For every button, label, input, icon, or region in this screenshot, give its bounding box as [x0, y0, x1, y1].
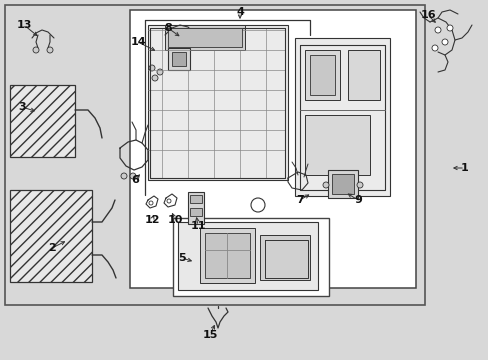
Circle shape [130, 173, 136, 179]
Text: 14: 14 [130, 37, 145, 47]
Text: 1: 1 [460, 163, 468, 173]
Bar [172, 52, 185, 66]
Bar [305, 50, 339, 100]
Circle shape [250, 198, 264, 212]
Bar [331, 174, 353, 194]
Circle shape [431, 45, 437, 51]
Text: 15: 15 [202, 330, 217, 340]
Text: 8: 8 [164, 23, 171, 33]
Bar [168, 48, 190, 70]
Bar [187, 192, 203, 224]
Circle shape [47, 47, 53, 53]
Text: 13: 13 [16, 20, 32, 30]
Text: 9: 9 [353, 195, 361, 205]
Bar [168, 28, 242, 47]
Bar [190, 195, 202, 203]
Text: 4: 4 [236, 7, 244, 17]
Text: 2: 2 [48, 243, 56, 253]
Circle shape [149, 65, 155, 71]
Circle shape [33, 47, 39, 53]
Text: 6: 6 [131, 175, 139, 185]
Text: 12: 12 [144, 215, 160, 225]
Bar [10, 190, 92, 282]
Circle shape [441, 39, 447, 45]
Bar [164, 25, 244, 50]
Circle shape [434, 27, 440, 33]
Bar [190, 208, 202, 216]
Bar [178, 222, 317, 290]
Bar [347, 50, 379, 100]
Text: 7: 7 [296, 195, 303, 205]
Text: 10: 10 [167, 215, 183, 225]
Bar [204, 233, 249, 278]
Text: 11: 11 [190, 221, 205, 231]
Bar [327, 170, 357, 198]
Bar [10, 85, 75, 157]
Circle shape [121, 173, 127, 179]
Circle shape [323, 182, 328, 188]
Circle shape [152, 75, 158, 81]
Bar [260, 235, 309, 280]
Circle shape [157, 69, 163, 75]
Text: 5: 5 [178, 253, 185, 263]
Bar [130, 10, 415, 288]
Circle shape [149, 201, 153, 205]
Bar [148, 25, 287, 180]
Bar [173, 218, 328, 296]
Text: 3: 3 [18, 102, 26, 112]
Circle shape [356, 182, 362, 188]
Circle shape [446, 25, 452, 31]
Circle shape [167, 199, 171, 203]
Bar [305, 115, 369, 175]
Text: 16: 16 [419, 10, 435, 20]
Bar [5, 5, 424, 305]
Bar [294, 38, 389, 196]
Bar [200, 228, 254, 283]
Bar [309, 55, 334, 95]
